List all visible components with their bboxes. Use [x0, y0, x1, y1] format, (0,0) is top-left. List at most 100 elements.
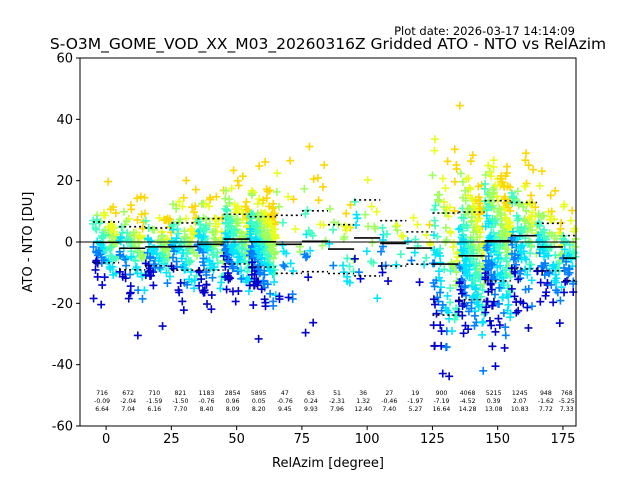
scatter-point	[129, 228, 138, 237]
scatter-point	[319, 220, 328, 229]
scatter-point	[309, 318, 318, 327]
scatter-point	[346, 200, 355, 209]
scatter-point	[562, 257, 571, 266]
scatter-point	[267, 221, 276, 230]
scatter-point	[273, 169, 282, 178]
scatter-point	[472, 259, 481, 268]
scatter-point	[154, 256, 163, 265]
scatter-point	[162, 268, 171, 277]
scatter-point	[164, 217, 173, 226]
scatter-point	[491, 362, 500, 371]
scatter-point	[217, 278, 226, 287]
x-axis-title: RelAzim [degree]	[272, 456, 384, 471]
scatter-point	[343, 254, 352, 263]
scatter-point	[180, 260, 189, 269]
scatter-point	[141, 216, 150, 225]
scatter-point	[458, 289, 467, 298]
scatter-point	[461, 196, 470, 205]
x-tick-label: 125	[420, 432, 445, 447]
y-tick-label: -20	[52, 297, 73, 312]
scatter-point	[190, 284, 199, 293]
scatter-point	[234, 286, 243, 295]
scatter-point	[536, 297, 545, 306]
bin-stat-label: 6.64	[95, 406, 109, 413]
scatter-point	[267, 246, 276, 255]
scatter-point	[491, 327, 500, 336]
scatter-point	[238, 244, 247, 253]
scatter-point	[502, 169, 511, 178]
scatter-point	[525, 214, 534, 223]
scatter-point	[222, 285, 231, 294]
bin-stat-label: -0.46	[381, 398, 397, 405]
scatter-point	[224, 219, 233, 228]
bin-stat-label: 7.96	[330, 406, 344, 413]
scatter-point	[227, 241, 236, 250]
scatter-point	[430, 146, 439, 155]
scatter-point	[367, 257, 376, 266]
scatter-point	[446, 298, 455, 307]
scatter-point	[501, 195, 510, 204]
scatter-point	[180, 227, 189, 236]
scatter-point	[498, 177, 507, 186]
scatter-point	[126, 282, 135, 291]
scatter-point	[570, 249, 579, 258]
scatter-point	[169, 253, 178, 262]
scatter-point	[456, 169, 465, 178]
scatter-point	[229, 248, 238, 257]
scatter-point	[108, 222, 117, 231]
bin-stat-label: -0.09	[94, 398, 110, 405]
scatter-point	[528, 302, 537, 311]
scatter-point	[540, 271, 549, 280]
scatter-point	[556, 296, 565, 305]
scatter-point	[249, 301, 258, 310]
scatter-point	[520, 216, 529, 225]
y-tick-label: -40	[52, 358, 73, 373]
scatter-point	[177, 238, 186, 247]
scatter-point	[373, 294, 382, 303]
scatter-point	[98, 281, 107, 290]
scatter-point	[437, 327, 446, 336]
scatter-point	[154, 236, 163, 245]
scatter-point	[339, 261, 348, 270]
scatter-point	[502, 213, 511, 222]
scatter-point	[97, 300, 106, 309]
scatter-point	[304, 273, 313, 282]
bin-stat-label: 716	[96, 390, 108, 397]
bin-stat-label: 14.28	[459, 406, 477, 413]
scatter-point	[430, 231, 439, 240]
scatter-point	[252, 228, 261, 237]
scatter-point	[149, 281, 158, 290]
scatter-point	[410, 248, 419, 257]
scatter-point	[461, 186, 470, 195]
x-tick-label: 75	[294, 432, 311, 447]
scatter-point	[512, 211, 521, 220]
scatter-point	[403, 237, 412, 246]
scatter-point	[133, 331, 142, 340]
scatter-point	[301, 328, 310, 337]
y-axis: -60 -40 -20 0 20 40 60	[52, 52, 80, 435]
scatter-point	[288, 290, 297, 299]
x-tick-label: 25	[163, 432, 180, 447]
scatter-point	[329, 225, 338, 234]
scatter-point	[177, 254, 186, 263]
scatter-point	[461, 321, 470, 330]
scatter-point	[439, 197, 448, 206]
scatter-point	[318, 241, 327, 250]
scatter-point	[504, 300, 513, 309]
scatter-point	[207, 291, 216, 300]
bin-stat-label: -5.25	[559, 398, 575, 405]
scatter-point	[244, 287, 253, 296]
scatter-point	[392, 260, 401, 269]
scatter-point	[522, 149, 531, 158]
scatter-point	[228, 230, 237, 239]
scatter-point	[223, 213, 232, 222]
scatter-point	[506, 218, 515, 227]
scatter-point	[89, 294, 98, 303]
scatter-point	[506, 183, 515, 192]
scatter-point	[434, 249, 443, 258]
scatter-point	[235, 205, 244, 214]
scatter-point	[169, 220, 178, 229]
scatter-point	[261, 302, 270, 311]
bin-stat-label: 8.09	[226, 406, 240, 413]
